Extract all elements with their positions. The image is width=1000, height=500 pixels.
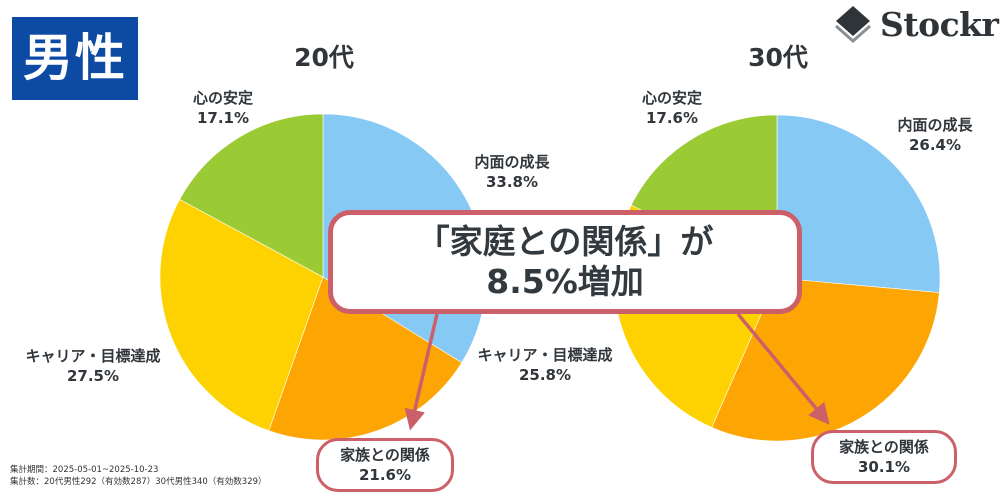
stockr-logo: Stockr xyxy=(832,4,999,44)
chart-title-30s: 30代 xyxy=(748,43,808,72)
label-30s-career: キャリア・目標達成 25.8% xyxy=(477,346,613,384)
footnote-period: 集計期間：2025-05-01~2025-10-23 xyxy=(10,465,159,475)
arrow-30s xyxy=(736,312,830,425)
label-20s-peace: 心の安定 17.1% xyxy=(192,89,253,127)
stacked-diamond-icon xyxy=(835,6,871,44)
slice-peace-of-mind xyxy=(179,113,324,278)
slice-family xyxy=(711,277,940,442)
callout-line-1: 「家庭との関係」が xyxy=(416,222,714,261)
arrow-20s xyxy=(404,313,439,431)
footnote: 集計期間：2025-05-01~2025-10-23 集計数：20代男性292（… xyxy=(10,464,267,488)
label-30s-family-bubble: 家族との関係 30.1% xyxy=(811,430,957,484)
callout-line-2: 8.5%増加 xyxy=(486,262,644,301)
label-20s-family-bubble: 家族との関係 21.6% xyxy=(316,438,454,492)
logo-text: Stockr xyxy=(880,4,999,44)
slice-inner-growth xyxy=(776,114,941,293)
label-20s-inner-growth: 内面の成長 33.8% xyxy=(474,153,550,191)
chart-title-20s: 20代 xyxy=(294,43,354,72)
callout-box: 「家庭との関係」が 8.5%増加 xyxy=(328,210,802,314)
label-30s-inner-growth: 内面の成長 26.4% xyxy=(897,116,973,154)
gender-badge: 男性 xyxy=(12,17,138,100)
label-20s-career: キャリア・目標達成 27.5% xyxy=(25,347,161,385)
footnote-count: 集計数：20代男性292（有効数287）30代男性340（有効数329） xyxy=(10,477,267,487)
slice-career xyxy=(159,198,324,432)
slice-family xyxy=(268,276,463,441)
label-30s-peace: 心の安定 17.6% xyxy=(641,89,702,127)
